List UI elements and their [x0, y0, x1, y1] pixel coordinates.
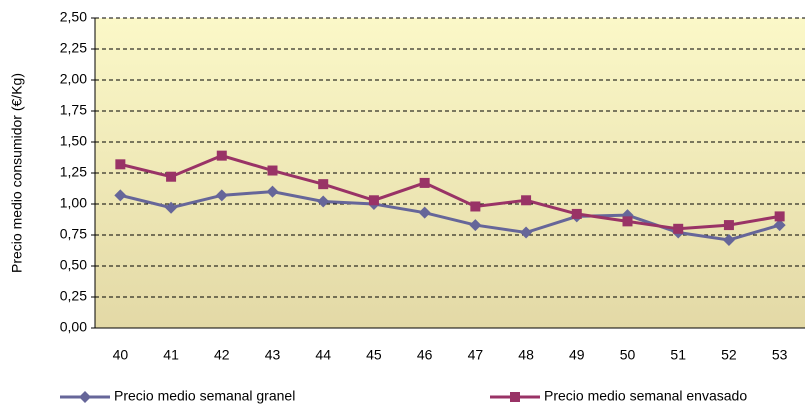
x-tick-label: 44 — [315, 347, 331, 363]
marker — [267, 165, 278, 176]
y-tick-label: 2,00 — [60, 71, 87, 87]
y-tick-label: 2,50 — [60, 9, 87, 25]
marker — [774, 211, 785, 222]
x-tick-label: 52 — [721, 347, 737, 363]
legend-label: Precio medio semanal envasado — [544, 388, 747, 404]
marker — [114, 189, 127, 202]
marker — [165, 201, 178, 214]
x-tick-label: 40 — [113, 347, 129, 363]
marker — [510, 392, 520, 402]
marker — [115, 159, 126, 170]
marker — [318, 179, 329, 190]
marker — [469, 219, 482, 232]
x-tick-label: 47 — [468, 347, 484, 363]
x-tick-label: 51 — [670, 347, 686, 363]
marker — [673, 223, 684, 234]
legend-label: Precio medio semanal granel — [114, 388, 295, 404]
marker — [79, 391, 91, 403]
marker — [216, 150, 227, 161]
y-tick-label: 1,25 — [60, 164, 87, 180]
y-tick-label: 0,25 — [60, 288, 87, 304]
marker — [470, 201, 481, 212]
marker — [622, 216, 633, 227]
marker — [266, 185, 279, 198]
marker — [215, 189, 228, 202]
marker — [166, 171, 177, 182]
series-line — [120, 190, 781, 242]
series-line — [120, 154, 780, 231]
marker — [317, 195, 330, 208]
y-tick-label: 0,50 — [60, 257, 87, 273]
x-tick-label: 43 — [265, 347, 281, 363]
marker — [722, 233, 735, 246]
marker — [521, 195, 532, 206]
x-tick-label: 46 — [417, 347, 433, 363]
y-tick-label: 0,75 — [60, 226, 87, 242]
marker — [571, 208, 582, 219]
marker — [368, 195, 379, 206]
y-tick-label: 2,25 — [60, 40, 87, 56]
x-tick-label: 41 — [163, 347, 179, 363]
y-tick-label: 1,00 — [60, 195, 87, 211]
y-tick-label: 1,50 — [60, 133, 87, 149]
marker — [520, 226, 533, 239]
x-tick-label: 42 — [214, 347, 230, 363]
y-axis-label: Precio medio consumidor (€/Kg) — [9, 73, 25, 273]
marker — [419, 177, 430, 188]
marker — [773, 219, 786, 232]
x-tick-label: 49 — [569, 347, 585, 363]
marker — [723, 220, 734, 231]
y-tick-label: 0,00 — [60, 319, 87, 335]
x-tick-label: 53 — [772, 347, 788, 363]
y-tick-label: 1,75 — [60, 102, 87, 118]
x-tick-label: 45 — [366, 347, 382, 363]
marker — [418, 206, 431, 219]
x-tick-label: 48 — [518, 347, 534, 363]
x-tick-label: 50 — [620, 347, 636, 363]
